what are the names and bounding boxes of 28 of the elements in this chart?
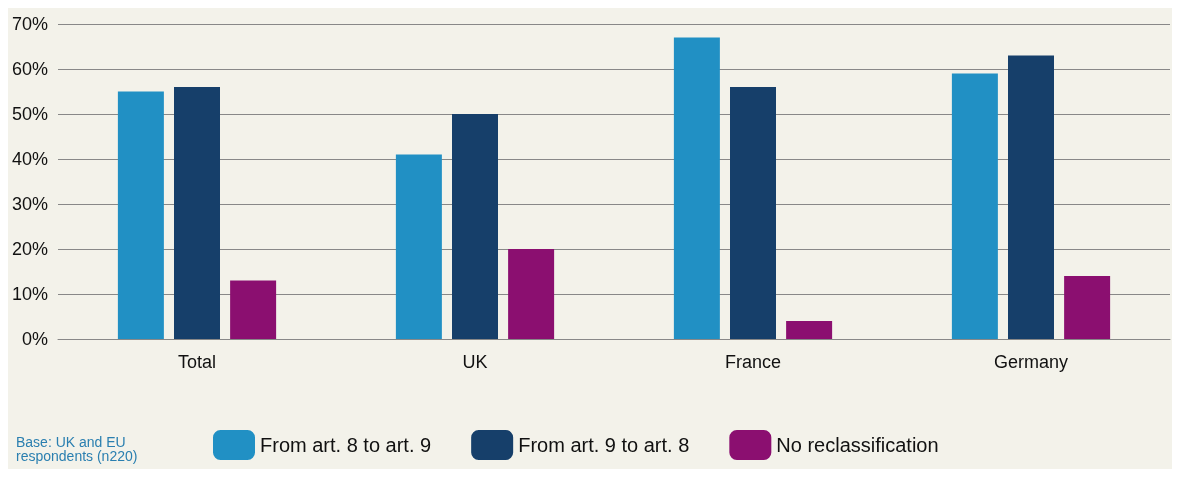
y-tick-label: 30% bbox=[11, 194, 48, 214]
bar bbox=[730, 87, 776, 339]
legend-label: No reclassification bbox=[776, 434, 939, 456]
bar bbox=[117, 91, 164, 339]
bar bbox=[1064, 276, 1111, 339]
y-tick-label: 0% bbox=[21, 329, 48, 349]
legend-label: From art. 9 to art. 8 bbox=[518, 434, 690, 456]
bar bbox=[452, 114, 498, 339]
text: Base: UK and EU respondents (n220) bbox=[16, 434, 138, 464]
y-tick-label: 50% bbox=[11, 104, 48, 124]
x-tick-label: Total bbox=[177, 352, 217, 372]
x-tick-label: France bbox=[724, 352, 782, 372]
bar bbox=[395, 154, 442, 339]
y-tick-label: 40% bbox=[11, 149, 48, 169]
bar bbox=[786, 321, 833, 339]
y-tick-label: 20% bbox=[11, 239, 48, 259]
bar bbox=[174, 87, 220, 339]
bar bbox=[508, 249, 555, 339]
y-tick-label: 60% bbox=[11, 59, 48, 79]
bar bbox=[673, 37, 720, 339]
x-tick-label: Germany bbox=[993, 352, 1069, 372]
bar bbox=[230, 280, 277, 339]
y-tick-label: 70% bbox=[11, 14, 48, 34]
legend-label: From art. 8 to art. 9 bbox=[260, 434, 432, 456]
bar bbox=[1008, 55, 1054, 339]
y-tick-label: 10% bbox=[11, 284, 48, 304]
x-tick-label: UK bbox=[462, 352, 488, 372]
bar bbox=[951, 73, 998, 339]
